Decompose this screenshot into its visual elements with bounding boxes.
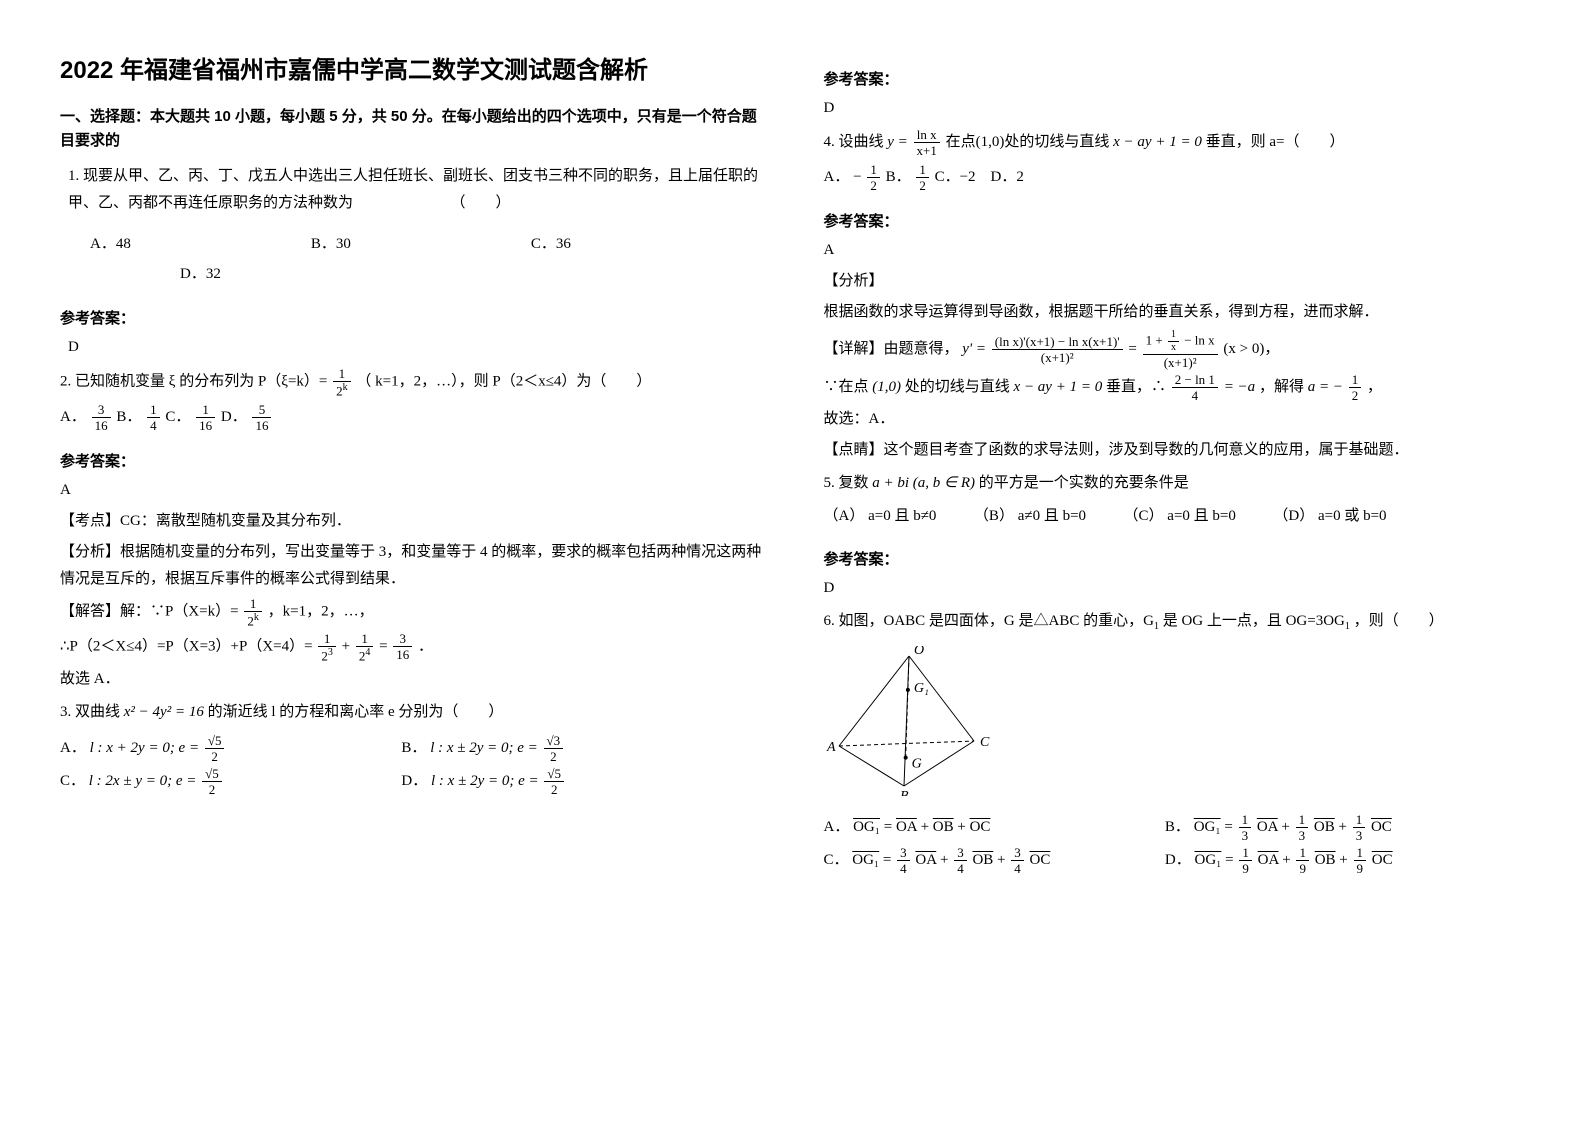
q2-answer-label: 参考答案：	[60, 450, 764, 471]
q2-solve-3: 故选 A．	[60, 666, 764, 693]
svg-text:C: C	[980, 735, 990, 750]
q5-stem: 5. 复数 a + bi (a, b ∈ R) 的平方是一个实数的充要条件是	[824, 470, 1528, 497]
q3-stem: 3. 双曲线 x² − 4y² = 16 的渐近线 l 的方程和离心率 e 分别…	[60, 699, 764, 726]
q5-answer-label: 参考答案：	[824, 548, 1528, 569]
q3-answer-label: 参考答案：	[824, 68, 1528, 89]
q2-answer: A	[60, 477, 764, 504]
q4-answer-label: 参考答案：	[824, 210, 1528, 231]
q4-answer: A	[824, 237, 1528, 264]
page-title: 2022 年福建省福州市嘉儒中学高二数学文测试题含解析	[60, 50, 764, 85]
q4-det-2: ∵在点 (1,0) 处的切线与直线 x − ay + 1 = 0 垂直，∴ 2 …	[824, 373, 1528, 402]
q1-text: 1. 现要从甲、乙、丙、丁、戊五人中选出三人担任班长、副班长、团支书三种不同的职…	[60, 163, 764, 217]
q2-frac: 1 2k	[333, 367, 351, 397]
tetrahedron-svg: O A B C G G₁	[824, 646, 994, 796]
q1-choices: A．48 B．30 C．36 D．32	[60, 229, 764, 289]
svg-text:O: O	[914, 646, 924, 658]
section1-header: 一、选择题：本大题共 10 小题，每小题 5 分，共 50 分。在每小题给出的四…	[60, 105, 764, 153]
q5-answer: D	[824, 575, 1528, 602]
page: 2022 年福建省福州市嘉儒中学高二数学文测试题含解析 一、选择题：本大题共 1…	[0, 0, 1587, 1122]
q3-options-row1: A． l : x + 2y = 0; e = √52 B． l : x ± 2y…	[60, 732, 764, 765]
q3-options-row2: C． l : 2x ± y = 0; e = √52 D． l : x ± 2y…	[60, 765, 764, 798]
q2-solve-1: 【解答】解：∵P（X=k）= 1 2k ，k=1，2，…，	[60, 597, 764, 627]
q2-mid: （ k=1，2，…），则 P（2＜x≤4）为（ ）	[356, 374, 651, 390]
q6-options-row2: C． OG₁ = 34 OA + 34 OB + 34 OC D． OG₁ = …	[824, 844, 1528, 877]
q4-options: A． − 12 B． 12 C．−2 D．2	[824, 163, 1528, 192]
q3-answer: D	[824, 95, 1528, 122]
q4-stem: 4. 设曲线 y = ln xx+1 在点(1,0)处的切线与直线 x − ay…	[824, 128, 1528, 157]
q4-ana-body: 根据函数的求导运算得到导函数，根据题干所给的垂直关系，得到方程，进而求解．	[824, 299, 1528, 326]
svg-text:G: G	[911, 757, 921, 772]
q2-prefix: 2. 已知随机变量 ξ 的分布列为 P（ξ=k）=	[60, 374, 331, 390]
q1-answer-label: 参考答案：	[60, 307, 764, 328]
q2-solve-2: ∴P（2＜X≤4）=P（X=3）+P（X=4）= 1 23 + 1 24 = 3…	[60, 632, 764, 662]
q6-stem: 6. 如图，OABC 是四面体，G 是△ABC 的重心，G1 是 OG 上一点，…	[824, 608, 1528, 636]
q4-ana-head: 【分析】	[824, 268, 1528, 295]
q2-stem: 2. 已知随机变量 ξ 的分布列为 P（ξ=k）= 1 2k （ k=1，2，……	[60, 367, 764, 397]
q2-frac-den: 2k	[333, 382, 351, 397]
q2-analysis: 【分析】根据随机变量的分布列，写出变量等于 3，和变量等于 4 的概率，要求的概…	[60, 539, 764, 593]
svg-text:G₁: G₁	[913, 681, 928, 696]
q2-point: 【考点】CG：离散型随机变量及其分布列．	[60, 508, 764, 535]
left-column: 2022 年福建省福州市嘉儒中学高二数学文测试题含解析 一、选择题：本大题共 1…	[60, 50, 794, 1092]
q5-options: （A） a=0 且 b≠0 （B） a≠0 且 b=0 （C） a=0 且 b=…	[824, 503, 1528, 530]
q2-options: A． 316 B． 14 C． 116 D． 516	[60, 403, 764, 432]
tetrahedron-figure: O A B C G G₁	[824, 646, 1528, 801]
q6-options-row1: A． OG₁ = OA + OB + OC B． OG₁ = 13 OA + 1…	[824, 811, 1528, 844]
q2-frac-num: 1	[333, 367, 351, 382]
q4-point: 【点睛】这个题目考查了函数的求导法则，涉及到导数的几何意义的应用，属于基础题．	[824, 437, 1528, 464]
q4-det-3: 故选：A．	[824, 406, 1528, 433]
svg-text:A: A	[826, 740, 836, 755]
q1-answer: D	[60, 334, 764, 361]
svg-text:B: B	[900, 789, 909, 796]
right-column: 参考答案： D 4. 设曲线 y = ln xx+1 在点(1,0)处的切线与直…	[794, 50, 1528, 1092]
q4-det-1: 【详解】由题意得， y' = (ln x)'(x+1) − ln x(x+1)'…	[824, 330, 1528, 369]
